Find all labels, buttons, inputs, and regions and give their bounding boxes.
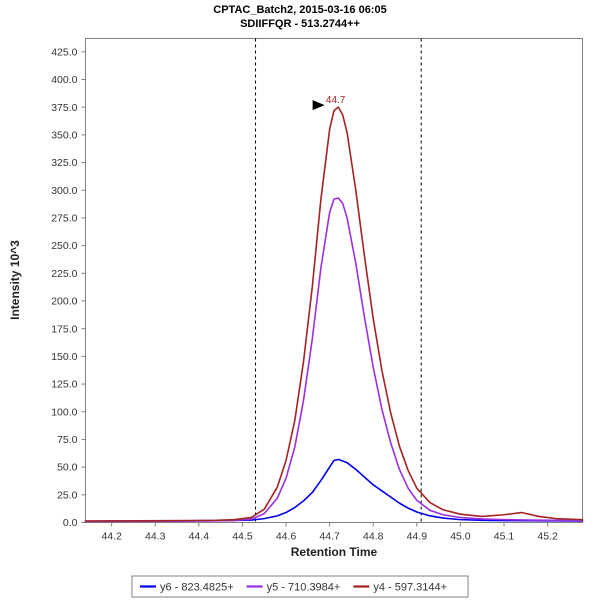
y-tick-label: 100.0 — [51, 406, 77, 418]
y-tick-label: 0.0 — [63, 517, 78, 529]
x-tick-label: 45.0 — [450, 531, 471, 543]
x-tick-label: 44.8 — [363, 531, 384, 543]
y-tick-label: 125.0 — [51, 379, 77, 391]
x-tick-label: 44.2 — [101, 531, 122, 543]
peak-apex-label: 44.7 — [326, 95, 346, 106]
chart-svg[interactable]: CPTAC_Batch2, 2015-03-16 06:05 SDIIFFQR … — [0, 0, 600, 600]
y-tick-label: 300.0 — [51, 185, 77, 197]
y-tick-label: 150.0 — [51, 351, 77, 363]
x-tick-label: 45.2 — [537, 531, 558, 543]
x-tick-label: 44.5 — [232, 531, 253, 543]
x-tick-label: 44.4 — [189, 531, 210, 543]
x-tick-label: 44.9 — [407, 531, 428, 543]
y-tick-label: 375.0 — [51, 102, 77, 114]
x-tick-label: 45.1 — [494, 531, 515, 543]
chromatogram-plot[interactable]: CPTAC_Batch2, 2015-03-16 06:05 SDIIFFQR … — [0, 0, 600, 600]
y-tick-label: 200.0 — [51, 296, 77, 308]
y-tick-label: 175.0 — [51, 323, 77, 335]
y-tick-label: 50.0 — [57, 462, 78, 474]
legend-label: y4 - 597.3144+ — [373, 582, 447, 594]
y-tick-label: 25.0 — [57, 489, 78, 501]
legend-label: y5 - 710.3984+ — [267, 582, 341, 594]
x-tick-label: 44.3 — [145, 531, 166, 543]
y-tick-label: 350.0 — [51, 129, 77, 141]
legend[interactable]: y6 - 823.4825+ y5 - 710.3984+ y4 - 597.314… — [132, 576, 468, 597]
y-tick-label: 325.0 — [51, 157, 77, 169]
y-tick-label: 425.0 — [51, 46, 77, 58]
page-title: CPTAC_Batch2, 2015-03-16 06:05 — [213, 4, 386, 16]
x-tick-label: 44.7 — [319, 531, 340, 543]
chart-background — [0, 0, 600, 600]
y-tick-label: 75.0 — [57, 434, 78, 446]
y-axis-title: Intensity 10^3 — [8, 240, 22, 320]
x-tick-label: 44.6 — [276, 531, 297, 543]
y-tick-label: 275.0 — [51, 213, 77, 225]
y-tick-label: 400.0 — [51, 74, 77, 86]
y-tick-label: 250.0 — [51, 240, 77, 252]
x-axis-title: Retention Time — [291, 545, 378, 559]
legend-label: y6 - 823.4825+ — [160, 582, 234, 594]
page-subtitle: SDIIFFQR - 513.2744++ — [240, 18, 360, 30]
y-tick-label: 225.0 — [51, 268, 77, 280]
